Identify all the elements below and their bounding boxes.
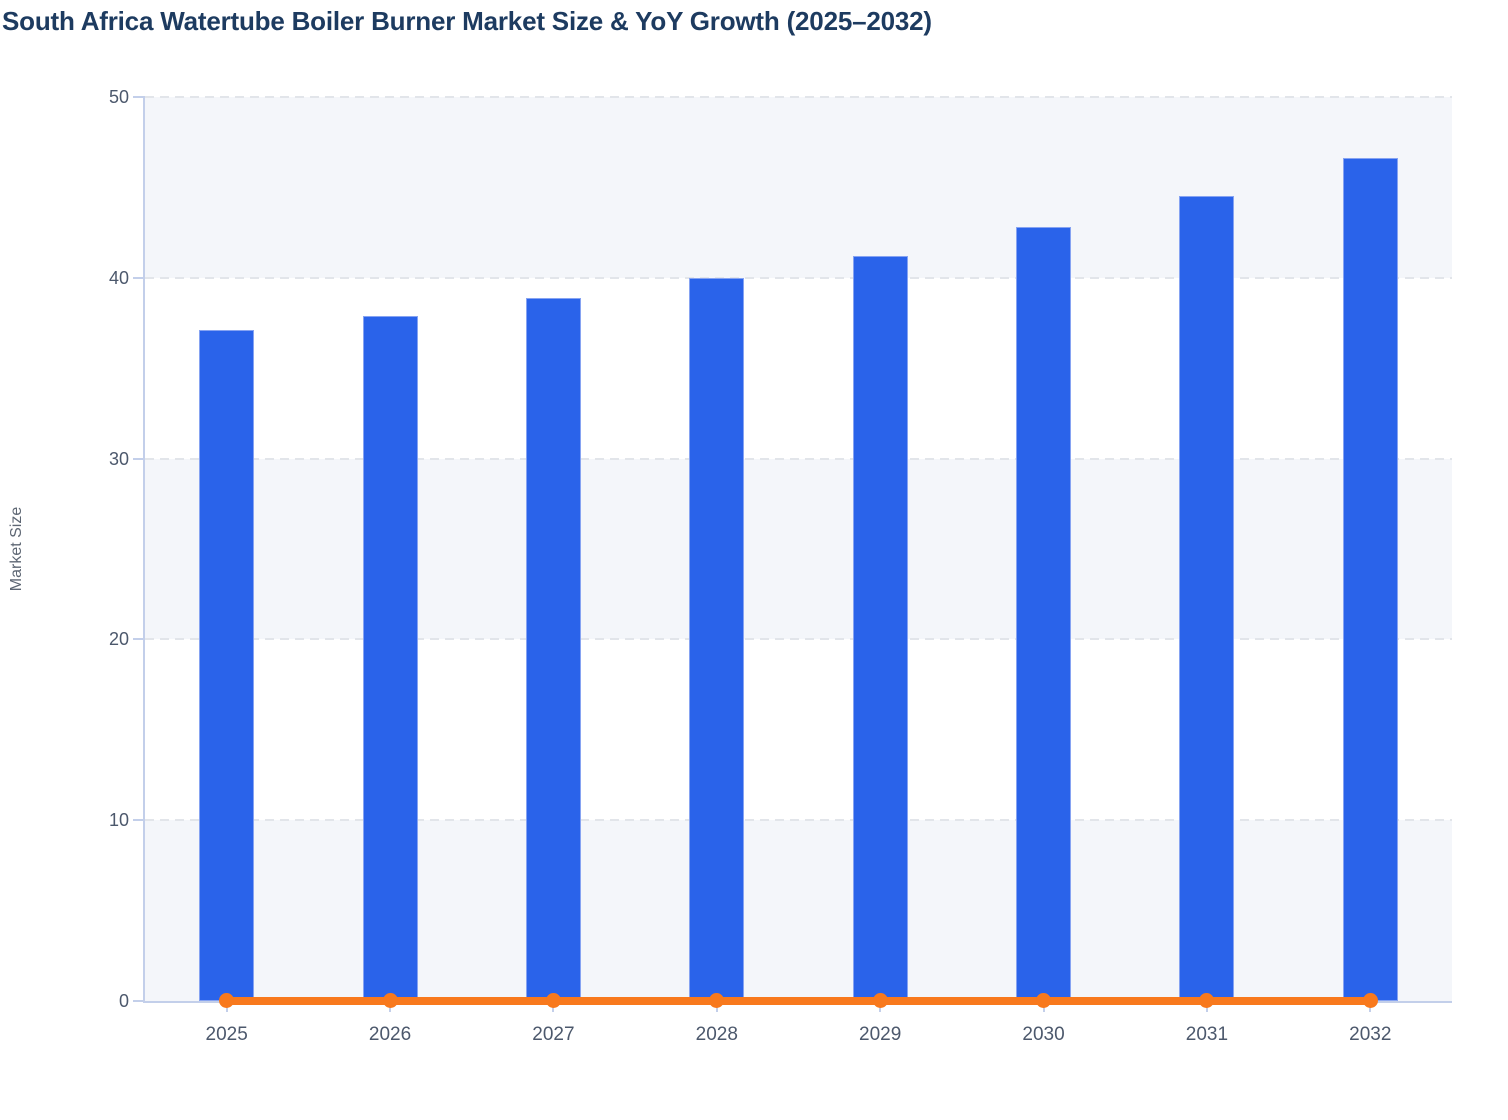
gridline-50: [145, 96, 1452, 98]
y-tick-20: [133, 638, 145, 641]
x-tick-label-2027: 2027: [532, 1024, 575, 1045]
bar-2026[interactable]: [362, 315, 418, 1001]
y-tick-label-40: 40: [108, 267, 129, 288]
plot-band: [145, 458, 1452, 640]
y-tick-10: [133, 819, 145, 822]
chart-title: South Africa Watertube Boiler Burner Mar…: [2, 6, 932, 36]
gridline-10: [145, 819, 1452, 822]
yoy-marker-2031[interactable]: [1199, 993, 1215, 1008]
x-tick-label-2032: 2032: [1349, 1024, 1392, 1045]
yoy-marker-2032[interactable]: [1362, 993, 1378, 1008]
gridline-30: [145, 457, 1452, 460]
yoy-marker-2028[interactable]: [709, 993, 725, 1008]
x-tick-label-2031: 2031: [1185, 1024, 1229, 1045]
yoy-marker-2025[interactable]: [219, 993, 235, 1008]
y-tick-30: [133, 457, 145, 460]
yoy-marker-2030[interactable]: [1036, 993, 1052, 1008]
gridline-40: [145, 276, 1452, 279]
bar-2029[interactable]: [852, 256, 908, 1001]
gridline-20: [145, 638, 1452, 641]
y-tick-50: [133, 96, 145, 98]
y-axis-title: Market Size: [8, 506, 25, 592]
x-tick-label-2025: 2025: [205, 1024, 248, 1045]
plot-band: [145, 820, 1452, 1001]
y-tick-label-30: 30: [108, 448, 129, 469]
bar-2028[interactable]: [689, 277, 745, 1001]
plot-band: [145, 97, 1452, 278]
yoy-marker-2026[interactable]: [382, 993, 398, 1008]
y-tick-0: [133, 1000, 145, 1002]
y-tick-label-50: 50: [108, 87, 129, 107]
yoy-marker-2027[interactable]: [545, 993, 561, 1008]
yoy-growth-line[interactable]: [226, 997, 1371, 1005]
bar-2032[interactable]: [1342, 158, 1398, 1001]
bar-2025[interactable]: [199, 330, 255, 1001]
bar-2031[interactable]: [1179, 196, 1235, 1001]
x-tick-label-2030: 2030: [1022, 1024, 1065, 1045]
plot-area: 0 10 20 30 40 50 2025 2026 2027 2028 2029 2030 2031 2…: [109, 87, 1452, 1045]
y-tick-40: [133, 276, 145, 279]
yoy-marker-2029[interactable]: [872, 993, 888, 1008]
bar-2027[interactable]: [525, 297, 581, 1001]
x-tick-label-2028: 2028: [695, 1024, 738, 1045]
bar-2030[interactable]: [1016, 227, 1072, 1001]
x-tick-label-2029: 2029: [859, 1024, 902, 1045]
x-tick-label-2026: 2026: [368, 1024, 412, 1045]
y-tick-label-0: 0: [118, 991, 129, 1011]
y-tick-label-10: 10: [108, 810, 129, 831]
y-tick-label-20: 20: [108, 629, 129, 650]
y-axis-line: [143, 97, 145, 1001]
